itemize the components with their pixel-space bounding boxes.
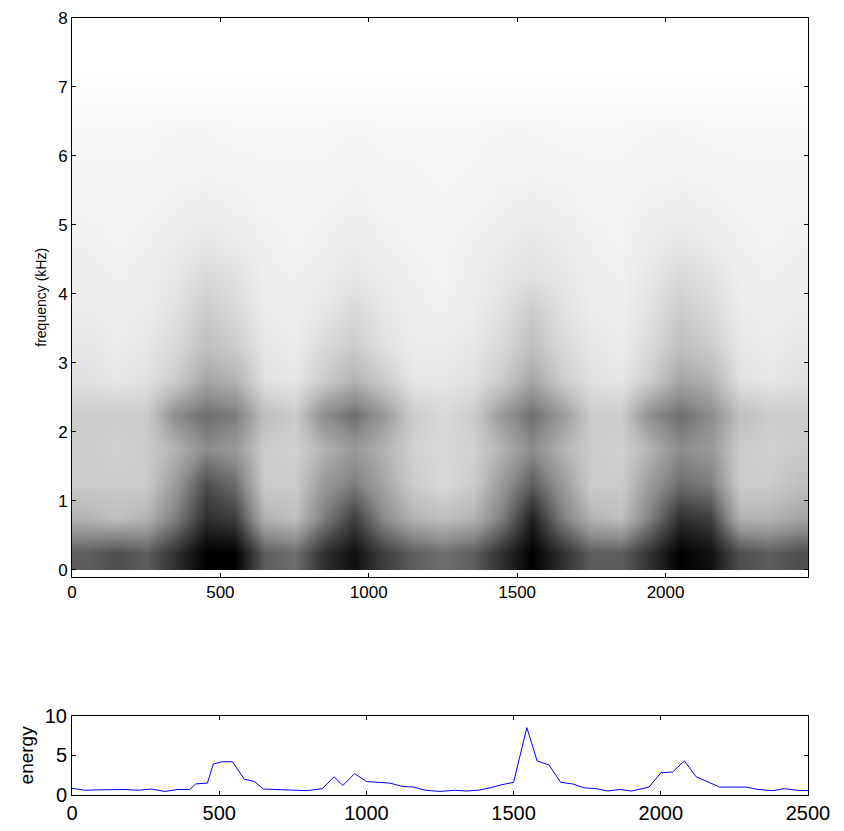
svg-text:5: 5 xyxy=(58,216,67,235)
svg-text:1: 1 xyxy=(58,492,67,511)
svg-text:6: 6 xyxy=(58,147,67,166)
svg-text:1500: 1500 xyxy=(491,802,536,824)
svg-text:7: 7 xyxy=(58,78,67,97)
svg-text:energy: energy xyxy=(16,726,37,785)
svg-text:0: 0 xyxy=(67,583,76,602)
svg-text:5: 5 xyxy=(56,744,67,766)
svg-text:1500: 1500 xyxy=(498,583,536,602)
svg-text:1000: 1000 xyxy=(350,583,388,602)
svg-text:2: 2 xyxy=(58,423,67,442)
svg-text:3: 3 xyxy=(58,354,67,373)
svg-text:500: 500 xyxy=(206,583,234,602)
svg-text:frequency (kHz): frequency (kHz) xyxy=(33,248,49,347)
svg-text:0: 0 xyxy=(56,784,67,806)
svg-text:2000: 2000 xyxy=(647,583,685,602)
svg-text:0: 0 xyxy=(66,802,77,824)
svg-text:2500: 2500 xyxy=(786,802,831,824)
svg-text:500: 500 xyxy=(203,802,236,824)
svg-text:10: 10 xyxy=(45,705,67,727)
svg-text:8: 8 xyxy=(58,9,67,28)
svg-text:0: 0 xyxy=(58,561,67,580)
svg-text:1000: 1000 xyxy=(344,802,389,824)
svg-text:4: 4 xyxy=(58,285,67,304)
svg-text:2000: 2000 xyxy=(639,802,684,824)
